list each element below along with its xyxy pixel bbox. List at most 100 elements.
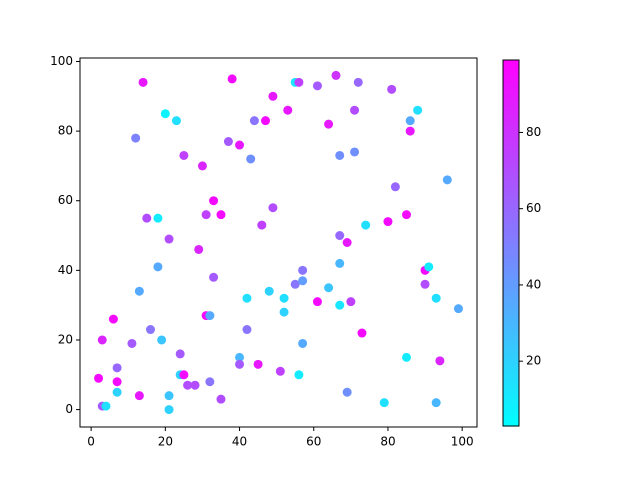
point: [335, 258, 345, 268]
y-tick-label: 20: [58, 332, 73, 346]
colorbar-segment: [503, 407, 519, 412]
colorbar-segment: [503, 322, 519, 326]
colorbar-segment: [503, 334, 519, 339]
point: [112, 387, 122, 397]
colorbar-segment: [503, 297, 519, 302]
colorbar-segment: [503, 145, 519, 150]
colorbar-segment: [503, 422, 519, 427]
colorbar-segment: [503, 154, 519, 159]
point: [164, 405, 174, 415]
point: [223, 137, 233, 147]
colorbar-segment: [503, 127, 519, 131]
point: [424, 262, 434, 272]
colorbar-segment: [503, 288, 519, 293]
colorbar-segment: [503, 227, 519, 232]
colorbar-segment: [503, 349, 519, 354]
point: [134, 286, 144, 296]
point: [350, 105, 360, 115]
colorbar-segment: [503, 191, 519, 195]
point: [312, 81, 322, 91]
colorbar-segment: [503, 285, 519, 290]
colorbar-segment: [503, 331, 519, 336]
colorbar-segment: [503, 316, 519, 320]
colorbar-segment: [503, 99, 519, 104]
colorbar-segment: [503, 337, 519, 342]
colorbar-segment: [503, 307, 519, 311]
colorbar-segment: [503, 87, 519, 92]
colorbar-segment: [503, 182, 519, 186]
point: [435, 356, 445, 366]
point: [153, 213, 163, 223]
point: [145, 325, 155, 335]
point: [335, 150, 345, 160]
point: [197, 161, 207, 171]
colorbar-segment: [503, 294, 519, 299]
colorbar-segment: [503, 276, 519, 281]
colorbar-segment: [503, 111, 519, 116]
point: [346, 297, 356, 307]
colorbar-segment: [503, 243, 519, 247]
colorbar-segment: [503, 246, 519, 250]
point: [335, 231, 345, 241]
colorbar-segment: [503, 252, 519, 256]
point: [402, 352, 412, 362]
colorbar-segment: [503, 386, 519, 390]
colorbar-tick-label: 20: [526, 354, 541, 368]
colorbar-segment: [503, 121, 519, 125]
colorbar-segment: [503, 249, 519, 253]
colorbar-segment: [503, 178, 519, 183]
colorbar-segment: [503, 84, 519, 89]
colorbar-segment: [503, 233, 519, 238]
point: [131, 133, 141, 143]
colorbar-tick-label: 40: [526, 277, 541, 291]
colorbar-segment: [503, 410, 519, 415]
point: [249, 116, 259, 126]
point: [257, 220, 267, 230]
colorbar-segment: [503, 63, 519, 67]
colorbar-segment: [503, 212, 519, 217]
colorbar-segment: [503, 340, 519, 345]
point: [138, 77, 148, 87]
point: [279, 307, 289, 317]
colorbar-segment: [503, 398, 519, 403]
point: [97, 335, 107, 345]
colorbar-segment: [503, 395, 519, 400]
colorbar-segment: [503, 96, 519, 101]
point: [153, 262, 163, 272]
colorbar-segment: [503, 346, 519, 351]
colorbar-segment: [503, 194, 519, 198]
point: [331, 70, 341, 80]
colorbar-segment: [503, 117, 519, 122]
point: [205, 377, 215, 387]
colorbar-segment: [503, 416, 519, 421]
colorbar-segment: [503, 163, 519, 168]
axes-frame: [79, 57, 478, 428]
point: [405, 126, 415, 136]
colorbar-tick-label: 80: [526, 125, 541, 139]
point: [268, 91, 278, 101]
point: [379, 398, 389, 408]
colorbar-segment: [503, 371, 519, 375]
colorbar-segment: [503, 209, 519, 214]
colorbar-segment: [503, 419, 519, 424]
point: [112, 363, 122, 373]
point: [431, 398, 441, 408]
x-tick-label: 20: [158, 435, 173, 449]
point: [283, 105, 293, 115]
y-tick-label: 100: [50, 54, 73, 68]
point: [342, 387, 352, 397]
colorbar-segment: [503, 108, 519, 113]
y-tick-label: 80: [58, 124, 73, 138]
colorbar-segment: [503, 224, 519, 229]
point: [387, 84, 397, 94]
point: [383, 217, 393, 227]
point: [298, 265, 308, 275]
point: [201, 210, 211, 220]
x-tick-label: 100: [451, 435, 474, 449]
point: [279, 293, 289, 303]
point: [324, 119, 334, 129]
point: [413, 105, 423, 115]
colorbar-segment: [503, 413, 519, 418]
